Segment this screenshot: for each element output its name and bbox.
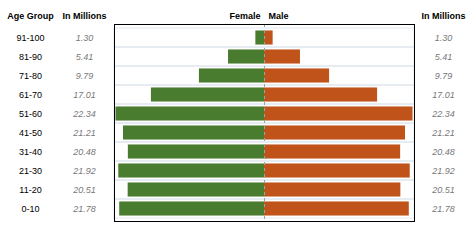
svg-text:In Millions: In Millions — [422, 11, 466, 21]
svg-text:20.48: 20.48 — [431, 147, 455, 157]
svg-text:20.51: 20.51 — [72, 185, 96, 195]
svg-text:9.79: 9.79 — [76, 71, 94, 81]
svg-text:21.92: 21.92 — [431, 166, 455, 176]
svg-text:21.21: 21.21 — [431, 128, 455, 138]
svg-text:31-40: 31-40 — [19, 147, 42, 157]
svg-text:61-70: 61-70 — [19, 90, 42, 100]
svg-text:81-90: 81-90 — [19, 52, 42, 62]
svg-text:1.30: 1.30 — [76, 33, 94, 43]
svg-text:51-60: 51-60 — [19, 109, 42, 119]
svg-text:22.34: 22.34 — [431, 109, 455, 119]
svg-text:0-10: 0-10 — [21, 204, 39, 214]
svg-text:11-20: 11-20 — [19, 185, 41, 195]
svg-text:21.78: 21.78 — [72, 204, 96, 214]
svg-text:21.92: 21.92 — [72, 166, 96, 176]
svg-text:Male: Male — [269, 11, 289, 21]
svg-text:71-80: 71-80 — [19, 71, 42, 81]
svg-text:Age Group: Age Group — [7, 11, 54, 21]
svg-text:9.79: 9.79 — [435, 71, 453, 81]
svg-text:20.48: 20.48 — [72, 147, 96, 157]
svg-text:17.01: 17.01 — [432, 90, 455, 100]
svg-text:5.41: 5.41 — [76, 52, 94, 62]
svg-text:1.30: 1.30 — [435, 33, 453, 43]
svg-text:20.51: 20.51 — [431, 185, 455, 195]
svg-text:In Millions: In Millions — [63, 11, 107, 21]
svg-text:91-100: 91-100 — [16, 33, 44, 43]
svg-text:21-30: 21-30 — [19, 166, 42, 176]
svg-text:22.34: 22.34 — [72, 109, 96, 119]
svg-text:Female: Female — [229, 11, 260, 21]
svg-text:41-50: 41-50 — [19, 128, 42, 138]
svg-text:21.78: 21.78 — [431, 204, 455, 214]
svg-text:21.21: 21.21 — [72, 128, 96, 138]
svg-text:5.41: 5.41 — [435, 52, 453, 62]
svg-text:17.01: 17.01 — [73, 90, 96, 100]
